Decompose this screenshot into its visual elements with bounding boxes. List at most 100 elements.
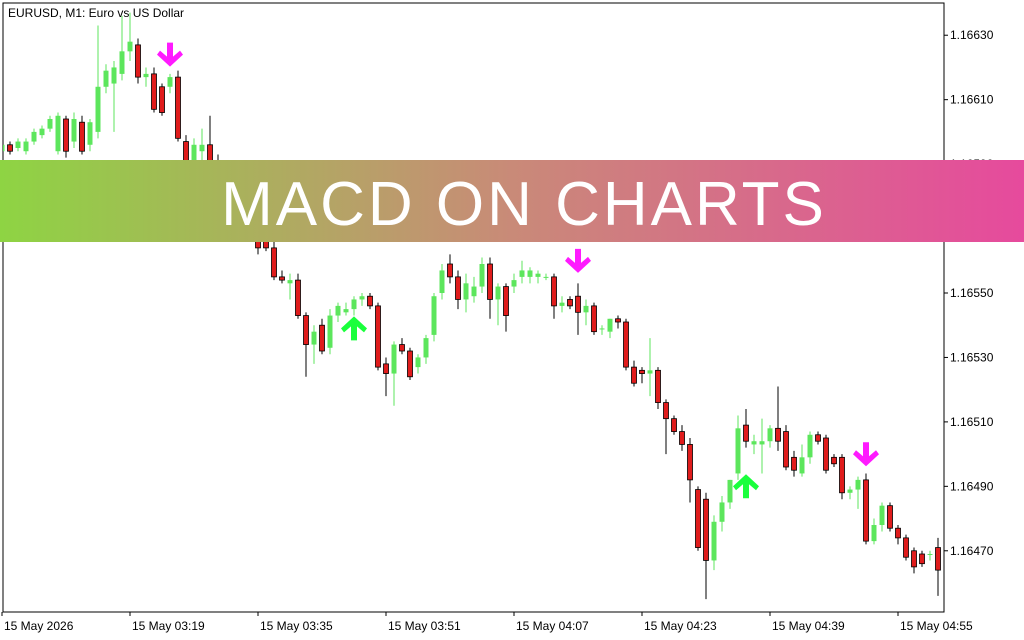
candle-body (863, 479, 869, 542)
candle-body (599, 328, 605, 330)
candle-body (31, 131, 37, 142)
candle-body (399, 344, 405, 352)
candle-body (55, 115, 61, 152)
candle-body (607, 318, 613, 332)
candle-body (351, 299, 357, 310)
candle-body (63, 118, 69, 152)
candle-body (687, 444, 693, 481)
x-tick-label: 15 May 04:55 (900, 619, 973, 633)
candle-body (767, 428, 773, 442)
x-tick-label: 15 May 04:07 (516, 619, 589, 633)
candle-body (575, 295, 581, 313)
candle-body (711, 521, 717, 561)
candle-body (127, 41, 133, 52)
candle-body (359, 296, 365, 300)
y-tick-label: 1.16490 (950, 479, 994, 493)
candle-body (183, 141, 189, 162)
y-tick-label: 1.16510 (950, 415, 994, 429)
candle-body (615, 318, 621, 323)
candle-body (431, 296, 437, 335)
candle-body (623, 321, 629, 368)
candle-body (583, 305, 589, 313)
candle-body (71, 119, 77, 142)
candle-body (463, 283, 469, 300)
candle-body (919, 553, 925, 565)
signal-arrow (341, 316, 367, 341)
candle-body (839, 456, 845, 494)
signal-arrow (853, 442, 879, 467)
candle-body (743, 424, 749, 442)
x-tick-label: 15 May 04:23 (644, 619, 717, 633)
candle-body (439, 270, 445, 293)
candle-body (567, 299, 573, 307)
candle-body (647, 370, 653, 374)
candle-body (95, 86, 101, 132)
candle-body (847, 489, 853, 493)
candle-body (327, 315, 333, 348)
signal-arrow (565, 248, 591, 273)
candle-body (799, 457, 805, 474)
candle-body (879, 505, 885, 525)
candle-body (79, 121, 85, 152)
candle-body (543, 276, 549, 278)
x-tick-label: 15 May 2026 (4, 619, 74, 633)
candle-body (23, 141, 29, 152)
y-tick-label: 1.16630 (950, 28, 994, 42)
candle-body (927, 554, 933, 555)
candle-body (271, 247, 277, 278)
candle-body (903, 537, 909, 558)
candle-body (815, 434, 821, 442)
candle-body (311, 331, 317, 345)
candle-body (415, 357, 421, 368)
x-tick-label: 15 May 04:39 (772, 619, 845, 633)
candle-body (479, 264, 485, 287)
candle-body (519, 270, 525, 277)
candle-body (527, 270, 533, 277)
candle-body (159, 86, 165, 113)
candle-body (679, 431, 685, 445)
candle-body (319, 324, 325, 352)
y-tick-label: 1.16550 (950, 286, 994, 300)
candle-body (47, 119, 53, 129)
candle-body (727, 479, 733, 503)
candle-body (671, 418, 677, 432)
candle-body (911, 550, 917, 568)
candle-body (831, 456, 837, 465)
candle-body (591, 305, 597, 333)
candle-body (15, 141, 21, 148)
candle-body (807, 434, 813, 458)
y-tick-label: 1.16530 (950, 350, 994, 364)
candle-body (631, 366, 637, 384)
candle-body (559, 302, 565, 306)
candle-body (551, 276, 557, 307)
candle-body (695, 489, 701, 548)
candle-body (143, 73, 149, 78)
candle-body (199, 144, 205, 152)
candle-body (751, 441, 757, 445)
y-tick-label: 1.16470 (950, 544, 994, 558)
candle-body (495, 286, 501, 300)
candle-body (423, 338, 429, 358)
candle-body (175, 76, 181, 139)
candle-body (407, 350, 413, 378)
candle-body (7, 144, 13, 152)
candle-body (639, 369, 645, 374)
candle-body (783, 431, 789, 468)
candle-body (887, 505, 893, 529)
candle-body (655, 369, 661, 403)
candle-body (895, 527, 901, 539)
candle-body (151, 73, 157, 110)
candle-body (855, 479, 861, 490)
x-tick-label: 15 May 03:19 (132, 619, 205, 633)
candle-body (335, 305, 341, 316)
candle-body (823, 437, 829, 471)
x-tick-label: 15 May 03:51 (388, 619, 461, 633)
banner (0, 160, 1024, 242)
candle-body (535, 273, 541, 277)
candle-body (103, 70, 109, 87)
candle-body (87, 122, 93, 145)
candle-body (111, 67, 117, 84)
chart-title: EURUSD, M1: Euro vs US Dollar (8, 6, 184, 20)
y-tick-label: 1.16610 (950, 93, 994, 107)
